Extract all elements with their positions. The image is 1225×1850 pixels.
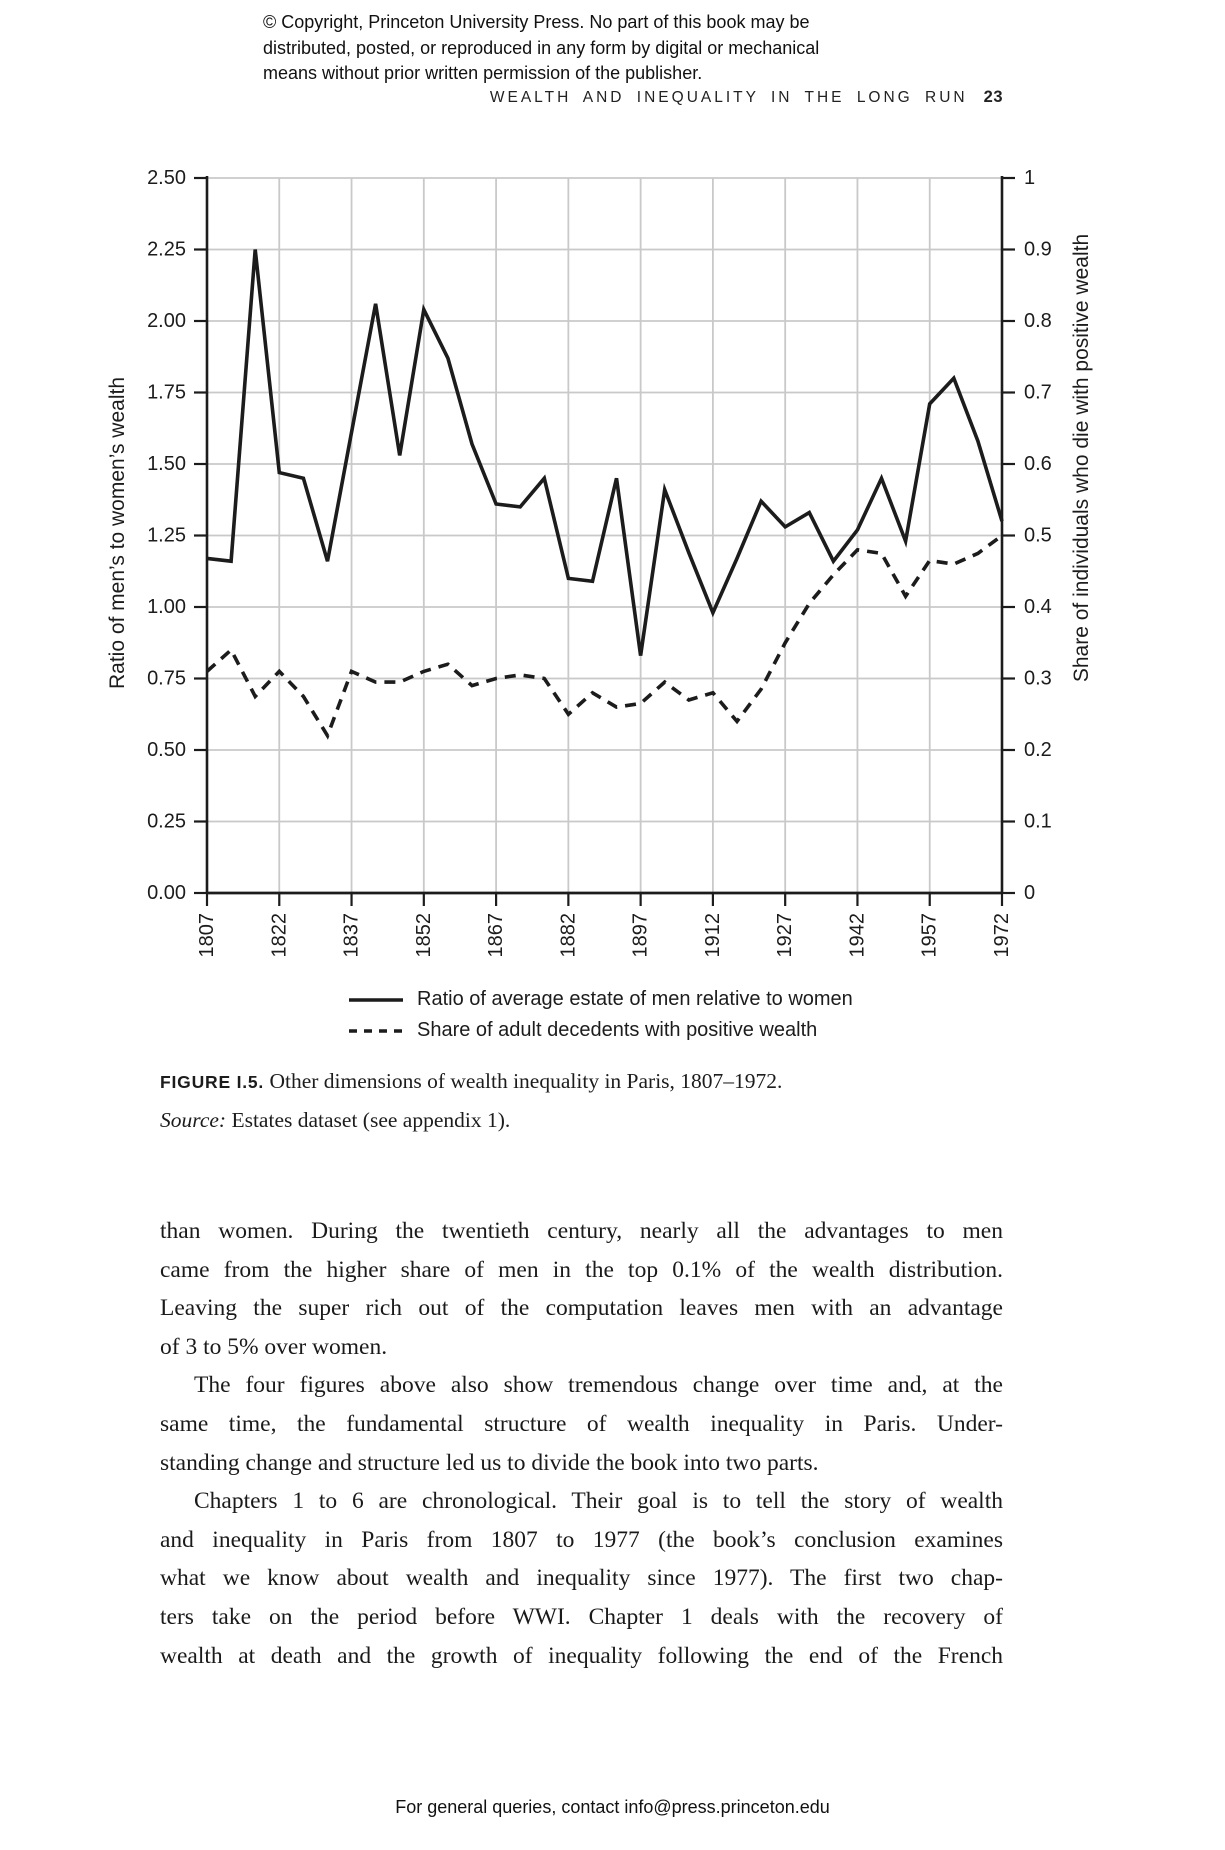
left-tick-label: 2.00 — [147, 310, 186, 332]
left-tick-label: 1.50 — [147, 453, 186, 475]
solid-line-swatch-icon — [349, 997, 403, 1002]
running-head-title: WEALTH AND INEQUALITY IN THE LONG RUN — [489, 89, 968, 106]
left-tick-label: 2.50 — [147, 167, 186, 189]
figure-label: FIGURE I.5. — [160, 1072, 265, 1092]
line-chart-canvas: 0.000.250.500.751.001.251.501.752.002.25… — [147, 167, 1052, 958]
left-tick-label: 2.25 — [147, 239, 186, 261]
series-dashed-line — [205, 534, 1004, 740]
right-tick-label: 0.6 — [1024, 453, 1052, 475]
right-tick-label: 0.9 — [1024, 239, 1052, 261]
legend-item-ratio: Ratio of average estate of men relative … — [348, 984, 853, 1015]
copyright-notice: © Copyright, Princeton University Press.… — [263, 10, 819, 87]
x-tick-label: 1822 — [268, 913, 290, 958]
running-head: WEALTH AND INEQUALITY IN THE LONG RUN 23 — [490, 88, 1003, 107]
body-line: wealth at death and the growth of inequa… — [160, 1642, 1003, 1669]
caption-line: FIGURE I.5. Other dimensions of wealth i… — [160, 1062, 980, 1101]
body-line: Chapters 1 to 6 are chronological. Their… — [194, 1488, 1003, 1515]
right-tick-label: 0.1 — [1024, 811, 1052, 833]
legend-item-share: Share of adult decedents with positive w… — [348, 1015, 853, 1046]
left-tick-label: 1.25 — [147, 525, 186, 547]
right-tick-label: 0.4 — [1024, 596, 1052, 618]
right-axis-title: Share of individuals who die with positi… — [1070, 233, 1093, 683]
x-tick-label: 1957 — [919, 913, 941, 958]
body-line: came from the higher share of men in the… — [160, 1256, 1003, 1283]
body-line: of 3 to 5% over women. — [160, 1333, 388, 1360]
left-tick-label: 0.50 — [147, 739, 186, 761]
dashed-line-swatch-icon — [349, 1028, 403, 1033]
left-tick-label: 1.00 — [147, 596, 186, 618]
source-text: Estates dataset (see appendix 1). — [231, 1108, 511, 1132]
x-tick-label: 1852 — [413, 913, 435, 958]
chart-legend: Ratio of average estate of men relative … — [348, 984, 853, 1046]
right-tick-label: 0.3 — [1024, 668, 1052, 690]
figure-caption: FIGURE I.5. Other dimensions of wealth i… — [160, 1062, 980, 1139]
body-line: what we know about wealth and inequality… — [160, 1565, 1003, 1592]
right-tick-label: 0.8 — [1024, 310, 1052, 332]
x-tick-label: 1867 — [485, 913, 507, 958]
x-tick-label: 1897 — [630, 913, 652, 958]
left-axis-title: Ratio of men’s to women’s wealth — [106, 376, 129, 690]
footer-contact: For general queries, contact info@press.… — [395, 1797, 830, 1817]
right-tick-label: 0.5 — [1024, 525, 1052, 547]
left-tick-label: 0.25 — [147, 811, 186, 833]
right-tick-label: 0 — [1024, 882, 1035, 904]
page-number: 23 — [983, 88, 1003, 106]
body-line: standing change and structure led us to … — [160, 1449, 819, 1476]
x-tick-label: 1882 — [557, 913, 579, 958]
body-line: ters take on the period before WWI. Chap… — [160, 1603, 1003, 1630]
body-line: Leaving the super rich out of the comput… — [160, 1295, 1003, 1322]
left-tick-label: 0.75 — [147, 668, 186, 690]
right-tick-label: 1 — [1024, 167, 1035, 189]
legend-label: Share of adult decedents with positive w… — [417, 1019, 818, 1041]
body-line: and inequality in Paris from 1807 to 197… — [160, 1526, 1003, 1553]
right-tick-label: 0.7 — [1024, 382, 1052, 404]
x-tick-label: 1942 — [846, 913, 868, 958]
body-line: same time, the fundamental structure of … — [160, 1410, 1003, 1437]
source-label: Source: — [160, 1108, 227, 1132]
source-line: Source: Estates dataset (see appendix 1)… — [160, 1101, 980, 1139]
left-tick-label: 1.75 — [147, 382, 186, 404]
x-tick-label: 1972 — [991, 913, 1013, 958]
x-tick-label: 1807 — [196, 913, 218, 958]
figure-chart: 0.00 0.25 0.50 0.75 1.00 1.25 1.50 1.75 2.00 2.25… — [90, 130, 1130, 1041]
copyright-line: means without prior written permission o… — [263, 63, 703, 83]
series-solid-line — [206, 249, 1004, 656]
right-tick-label: 0.2 — [1024, 739, 1052, 761]
legend-label: Ratio of average estate of men relative … — [417, 988, 853, 1010]
x-tick-label: 1927 — [774, 913, 796, 958]
copyright-line: © Copyright, Princeton University Press.… — [263, 12, 810, 32]
body-line: The four figures above also show tremend… — [194, 1372, 1003, 1399]
x-tick-label: 1837 — [341, 913, 363, 958]
left-tick-label: 0.00 — [147, 882, 186, 904]
copyright-line: distributed, posted, or reproduced in an… — [263, 37, 820, 58]
body-line: than women. During the twentieth century… — [160, 1218, 1003, 1244]
caption-text: Other dimensions of wealth inequality in… — [269, 1069, 783, 1093]
body-text: than women. During the twentieth century… — [160, 1212, 1003, 1675]
x-tick-label: 1912 — [702, 913, 724, 958]
